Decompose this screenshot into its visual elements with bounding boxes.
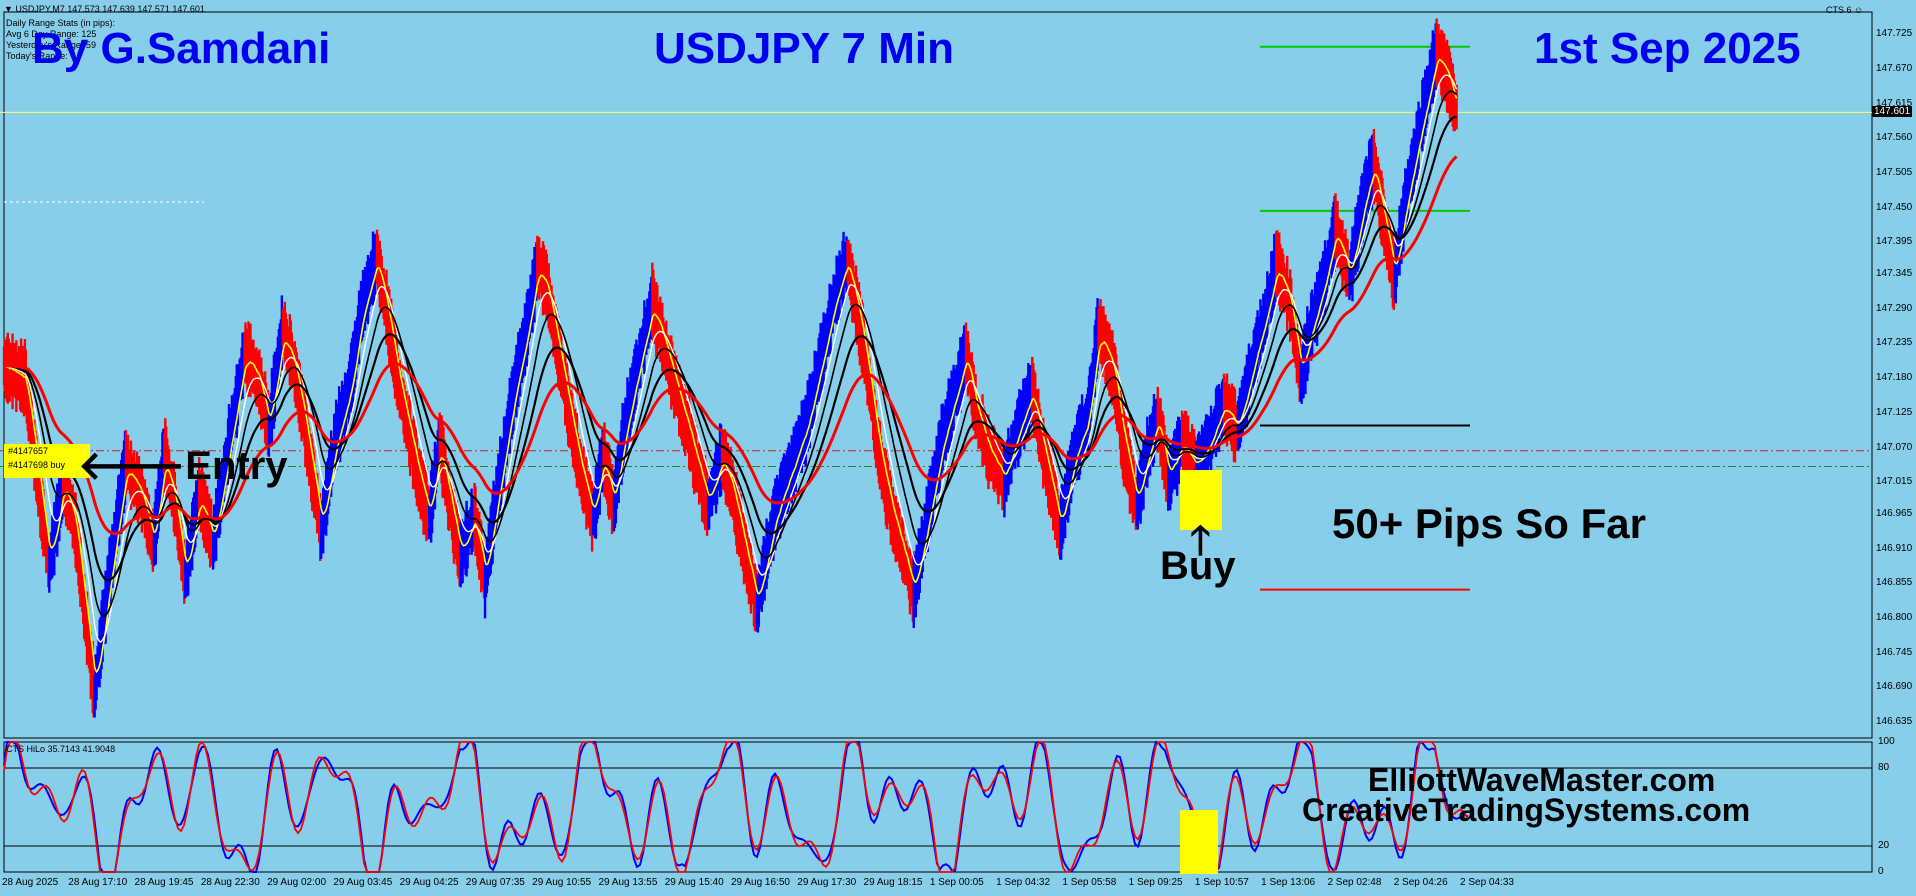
up-arrow-icon: 🡑: [1190, 519, 1211, 563]
oscillator-tick-label: 20: [1878, 840, 1890, 851]
stats-line-1: Daily Range Stats (in pips):: [6, 18, 116, 28]
oscillator-tick-label: 80: [1878, 762, 1890, 773]
entry-text: Entry: [185, 444, 288, 488]
symbol-header-text: USDJPY,M7 147.573 147.639 147.571 147.60…: [15, 4, 205, 14]
collapse-icon[interactable]: ▼: [4, 4, 16, 14]
buy-annotation: Buy: [1160, 544, 1236, 588]
time-tick-label: 29 Aug 13:55: [598, 877, 658, 888]
time-tick-label: 29 Aug 17:30: [797, 877, 857, 888]
price-tick-label: 147.615: [1876, 97, 1913, 109]
price-tick-label: 147.015: [1876, 476, 1913, 488]
stats-line-4: Today's Range:: [6, 51, 68, 61]
time-tick-label: 1 Sep 13:06: [1261, 877, 1316, 888]
oscillator-highlight: [1180, 810, 1218, 874]
current-price-tag: 147.601: [1872, 106, 1913, 118]
price-tick-label: 147.070: [1876, 441, 1913, 453]
time-tick-label: 29 Aug 02:00: [267, 877, 327, 888]
site-label-2: CreativeTradingSystems.com: [1302, 792, 1751, 828]
price-tick-label: 147.505: [1876, 166, 1913, 178]
price-tick-label: 147.560: [1876, 132, 1913, 144]
time-tick-label: 2 Sep 04:33: [1460, 877, 1514, 888]
time-tick-label: 1 Sep 09:25: [1128, 877, 1183, 888]
oscillator-panel-border: [3, 741, 1873, 873]
time-tick-label: 1 Sep 04:32: [996, 877, 1051, 888]
time-tick-label: 29 Aug 10:55: [532, 877, 592, 888]
price-tick-label: 146.635: [1876, 716, 1913, 728]
site-label-1: ElliottWaveMaster.com: [1368, 762, 1716, 798]
symbol-header: ▼ USDJPY,M7 147.573 147.639 147.571 147.…: [4, 4, 205, 15]
oscillator-tick-label: 100: [1878, 736, 1895, 747]
date-label: 1st Sep 2025: [1534, 24, 1801, 73]
left-arrow-icon: 🡐: [78, 444, 186, 488]
ma-white-line: [4, 74, 1458, 643]
time-tick-label: 2 Sep 02:48: [1327, 877, 1382, 888]
price-tick-label: 146.965: [1876, 507, 1913, 519]
time-tick-label: 1 Sep 10:57: [1194, 877, 1249, 888]
price-tick-label: 147.125: [1876, 406, 1913, 418]
ma-red-line: [4, 155, 1458, 536]
time-tick-label: 28 Aug 19:45: [134, 877, 194, 888]
trade-label-2: #4147698 buy: [8, 460, 66, 470]
time-tick-label: 1 Sep 00:05: [929, 877, 984, 888]
trade-label-1: #4147657: [8, 446, 49, 456]
pips-annotation: 50+ Pips So Far: [1332, 500, 1646, 547]
price-tick-label: 146.910: [1876, 542, 1913, 554]
time-tick-label: 29 Aug 16:50: [731, 877, 790, 888]
stats-line-3: Yesterday's Range: 59: [6, 40, 96, 50]
price-tick-label: 147.290: [1876, 302, 1913, 314]
buy-highlight: [1180, 470, 1222, 530]
time-tick-label: 29 Aug 07:35: [465, 877, 525, 888]
price-tick-label: 147.395: [1876, 236, 1913, 248]
time-tick-label: 29 Aug 03:45: [333, 877, 393, 888]
price-tick-label: 147.670: [1876, 62, 1913, 74]
entry-annotation: 🡐Entry: [78, 440, 288, 489]
oscillator-tick-label: 0: [1878, 866, 1884, 877]
author-label: By G.Samdani: [32, 24, 331, 73]
time-tick-label: 2 Sep 04:26: [1393, 877, 1448, 888]
price-tick-label: 146.855: [1876, 577, 1913, 589]
price-tick-label: 146.800: [1876, 612, 1913, 624]
time-tick-label: 28 Aug 22:30: [200, 877, 260, 888]
time-tick-label: 1 Sep 05:58: [1062, 877, 1117, 888]
price-tick-label: 147.345: [1876, 267, 1913, 279]
price-tick-label: 147.235: [1876, 337, 1913, 349]
time-tick-label: 28 Aug 17:10: [68, 877, 128, 888]
ma-black-slow-line: [4, 115, 1457, 582]
price-tick-label: 147.180: [1876, 372, 1913, 384]
time-tick-label: 29 Aug 18:15: [863, 877, 923, 888]
time-tick-label: 29 Aug 04:25: [399, 877, 459, 888]
time-tick-label: 28 Aug 2025: [2, 877, 59, 888]
chart-title: USDJPY 7 Min: [654, 24, 954, 73]
oscillator-line-red: [3, 740, 1469, 873]
price-tick-label: 147.725: [1876, 28, 1913, 40]
oscillator-label: CTS HiLo 35.7143 41.9048: [6, 744, 116, 754]
time-tick-label: 29 Aug 15:40: [664, 877, 724, 888]
indicator-corner-label[interactable]: CTS 6 ☺: [1826, 5, 1864, 15]
entry-highlight: [4, 444, 90, 478]
price-tick-label: 146.690: [1876, 681, 1913, 693]
price-tick-label: 146.745: [1876, 646, 1913, 658]
stats-line-2: Avg 6 Day Range: 125: [6, 29, 97, 39]
price-tick-label: 147.450: [1876, 201, 1913, 213]
